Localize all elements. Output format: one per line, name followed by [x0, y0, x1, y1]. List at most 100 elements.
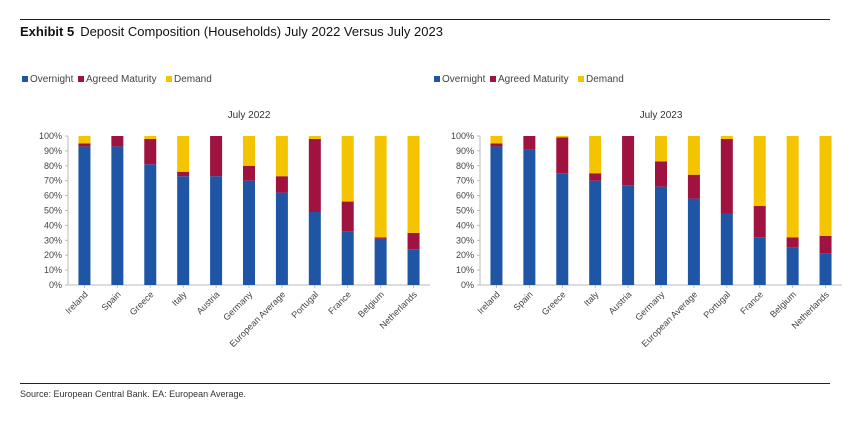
x-tick-label-france: France [738, 289, 765, 316]
bar-agreed-maturity-greece [556, 137, 569, 174]
y-tick-label: 50% [456, 206, 474, 216]
y-tick-label: 100% [451, 131, 474, 141]
bar-agreed-maturity-portugal [720, 138, 733, 214]
bar-overnight-european-average [687, 198, 700, 285]
legend-swatch-agreed-maturity [78, 76, 84, 82]
bar-demand-european-average [275, 136, 288, 177]
bar-demand-belgium [374, 136, 387, 238]
y-tick-label: 0% [461, 280, 474, 290]
x-tick-label-portugal: Portugal [289, 289, 320, 320]
bar-overnight-european-average [275, 192, 288, 285]
legend-label-overnight: Overnight [30, 74, 74, 85]
bar-demand-germany [243, 136, 255, 166]
bar-agreed-maturity-austria [210, 136, 223, 177]
bar-agreed-maturity-ireland [78, 143, 91, 147]
bar-demand-ireland [78, 136, 91, 144]
bar-overnight-netherlands [407, 249, 420, 285]
bar-overnight-austria [622, 185, 635, 285]
x-tick-label-italy: Italy [582, 289, 601, 308]
bar-overnight-france [753, 237, 766, 285]
bar-demand-netherlands [819, 136, 832, 236]
y-tick-label: 90% [456, 146, 474, 156]
bar-overnight-germany [243, 180, 255, 285]
bar-overnight-belgium [786, 247, 799, 285]
y-tick-label: 70% [456, 176, 474, 186]
x-tick-label-european-average: European Average [640, 289, 700, 349]
bar-agreed-maturity-european-average [275, 176, 288, 193]
top-rule [20, 19, 830, 20]
bar-agreed-maturity-france [753, 206, 766, 238]
legend-swatch-overnight [22, 76, 28, 82]
y-tick-label: 90% [44, 146, 62, 156]
legend-label-demand: Demand [586, 74, 624, 85]
y-tick-label: 40% [456, 220, 474, 230]
bar-overnight-greece [144, 164, 157, 285]
y-tick-label: 50% [44, 206, 62, 216]
x-tick-label-belgium: Belgium [356, 289, 386, 319]
bar-agreed-maturity-germany [655, 161, 667, 187]
bar-demand-belgium [786, 136, 799, 238]
x-tick-label-austria: Austria [607, 289, 634, 316]
bar-demand-portugal [720, 136, 733, 139]
x-tick-label-belgium: Belgium [768, 289, 798, 319]
exhibit-number: Exhibit 5 [20, 24, 75, 39]
x-tick-label-germany: Germany [633, 289, 667, 323]
y-tick-label: 30% [456, 235, 474, 245]
bar-agreed-maturity-portugal [308, 138, 321, 212]
x-tick-label-european-average: European Average [228, 289, 288, 349]
x-tick-label-austria: Austria [195, 289, 222, 316]
bar-overnight-portugal [308, 211, 321, 285]
bar-agreed-maturity-spain [523, 136, 536, 150]
legend-label-agreed-maturity: Agreed Maturity [498, 74, 569, 85]
bar-overnight-italy [589, 180, 602, 285]
bar-demand-netherlands [407, 136, 420, 233]
x-tick-label-spain: Spain [99, 289, 122, 312]
chart-title: July 2023 [640, 110, 683, 121]
exhibit-title: Exhibit 5 Deposit Composition (Households… [20, 24, 443, 39]
bar-agreed-maturity-ireland [490, 143, 503, 147]
bar-agreed-maturity-european-average [687, 174, 700, 199]
y-tick-label: 40% [44, 220, 62, 230]
bar-agreed-maturity-greece [144, 138, 157, 165]
chart-title: July 2022 [228, 110, 271, 121]
legend-label-demand: Demand [174, 74, 212, 85]
bar-overnight-portugal [720, 213, 733, 285]
chart-july-2023: Overnight Agreed Maturity Demand July 2023 0… [434, 74, 842, 349]
chart-july-2022: Overnight Agreed Maturity Demand July 2022 0… [22, 74, 430, 349]
chart-panel-july-2022: Overnight Agreed Maturity Demand July 2022 0… [18, 70, 438, 370]
bar-demand-italy [177, 136, 190, 172]
bar-demand-portugal [308, 136, 321, 139]
bar-overnight-spain [111, 146, 124, 285]
y-tick-label: 20% [44, 250, 62, 260]
x-tick-label-portugal: Portugal [701, 289, 732, 320]
bar-agreed-maturity-belgium [374, 237, 387, 239]
x-tick-label-germany: Germany [221, 289, 255, 323]
x-tick-label-italy: Italy [170, 289, 189, 308]
bar-overnight-belgium [374, 238, 387, 285]
bar-agreed-maturity-italy [177, 171, 190, 177]
bar-agreed-maturity-austria [622, 136, 635, 186]
legend-swatch-agreed-maturity [490, 76, 496, 82]
y-tick-label: 80% [456, 161, 474, 171]
y-tick-label: 10% [456, 265, 474, 275]
bar-demand-france [753, 136, 766, 207]
bar-demand-france [341, 136, 354, 202]
source-note: Source: European Central Bank. EA: Europ… [20, 389, 246, 399]
bar-overnight-france [341, 231, 354, 285]
y-tick-label: 100% [39, 131, 62, 141]
bar-agreed-maturity-germany [243, 165, 255, 181]
legend-swatch-overnight [434, 76, 440, 82]
bar-agreed-maturity-france [341, 201, 354, 232]
bar-demand-european-average [687, 136, 700, 175]
bar-agreed-maturity-netherlands [819, 235, 832, 254]
x-tick-label-spain: Spain [511, 289, 534, 312]
x-tick-label-greece: Greece [128, 289, 156, 317]
bar-overnight-germany [655, 186, 667, 285]
x-tick-label-ireland: Ireland [475, 289, 502, 316]
bar-overnight-ireland [490, 146, 503, 285]
bar-demand-italy [589, 136, 602, 174]
bar-overnight-austria [210, 176, 223, 285]
y-tick-label: 10% [44, 265, 62, 275]
bar-demand-greece [556, 136, 569, 138]
exhibit-title-text: Deposit Composition (Households) July 20… [80, 24, 443, 39]
